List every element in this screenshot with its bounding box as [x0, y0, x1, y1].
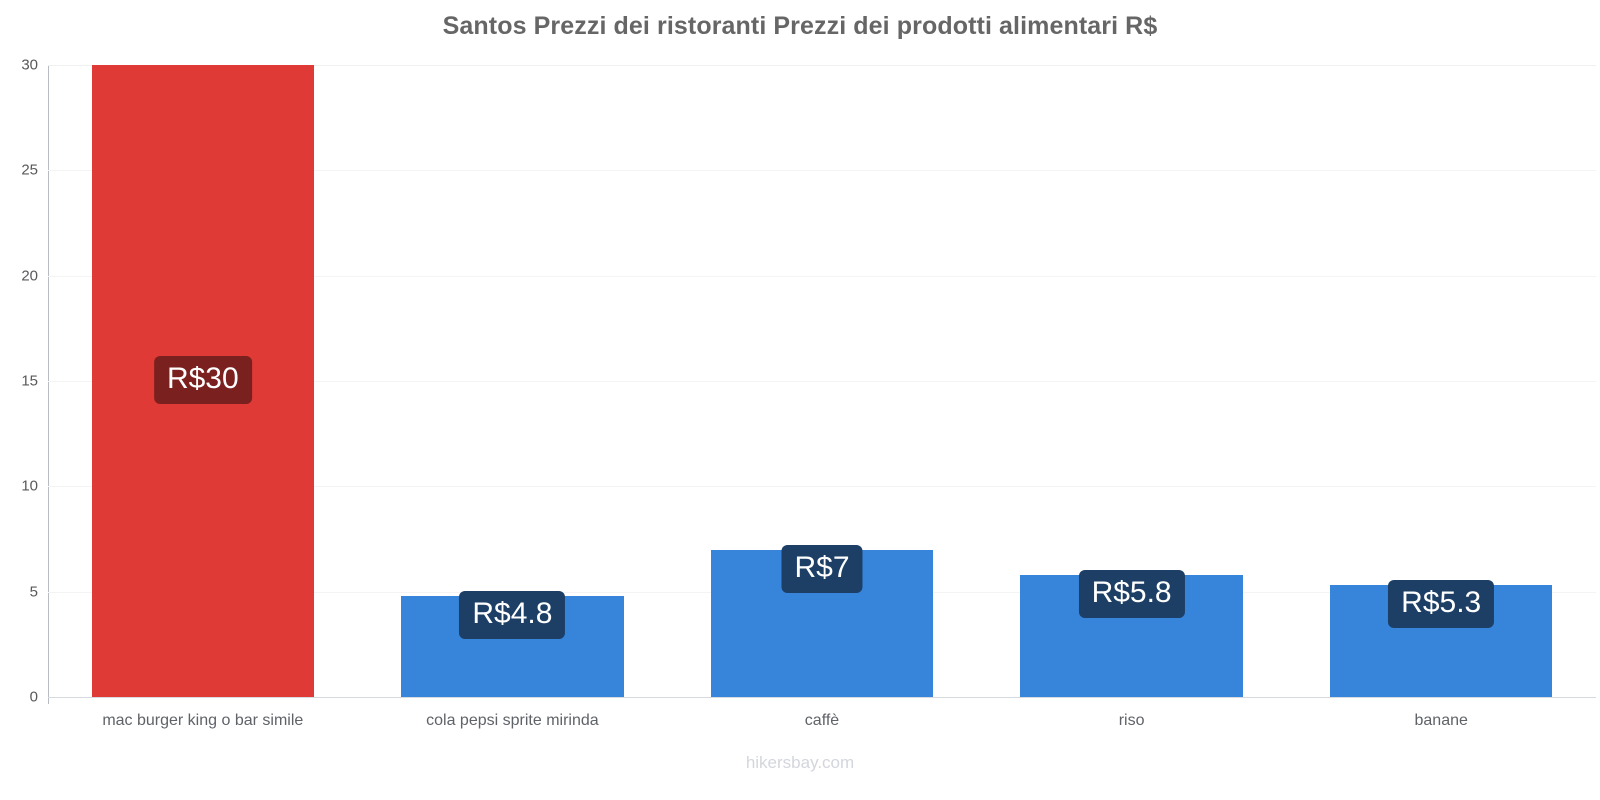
footer-credit: hikersbay.com	[745, 753, 855, 772]
y-axis-tick-label: 5	[29, 583, 38, 601]
gridline	[48, 486, 1596, 488]
bar-value-label: R$7	[781, 544, 863, 593]
x-axis-category-label: banane	[1414, 712, 1468, 729]
x-axis-category-label: caffè	[804, 712, 840, 729]
gridline	[48, 381, 1596, 382]
gridline	[48, 65, 1596, 66]
x-axis-category-label: mac burger king o bar simile	[102, 712, 304, 729]
bar-value-label: R$4.8	[459, 590, 566, 639]
bar-value-label: R$5.8	[1078, 569, 1185, 618]
y-axis-tick-label: 15	[21, 372, 38, 390]
y-axis-line	[48, 65, 49, 704]
gridline	[48, 170, 1596, 172]
x-axis-category-label: riso	[1118, 712, 1145, 729]
y-axis-tick-label: 30	[21, 56, 38, 74]
y-axis-tick-label: 25	[21, 161, 38, 179]
chart-title: Santos Prezzi dei ristoranti Prezzi dei …	[442, 12, 1158, 40]
gridline	[48, 275, 1596, 277]
bar-value-label: R$5.3	[1388, 580, 1495, 629]
plot-area	[48, 65, 1596, 698]
x-axis-baseline	[48, 697, 1596, 698]
bar-value-label: R$30	[153, 356, 252, 404]
y-axis-tick-label: 0	[29, 688, 38, 706]
x-axis-category-label: cola pepsi sprite mirinda	[426, 712, 599, 729]
y-axis-tick-label: 20	[21, 267, 38, 285]
y-axis-tick-label: 10	[21, 477, 38, 495]
